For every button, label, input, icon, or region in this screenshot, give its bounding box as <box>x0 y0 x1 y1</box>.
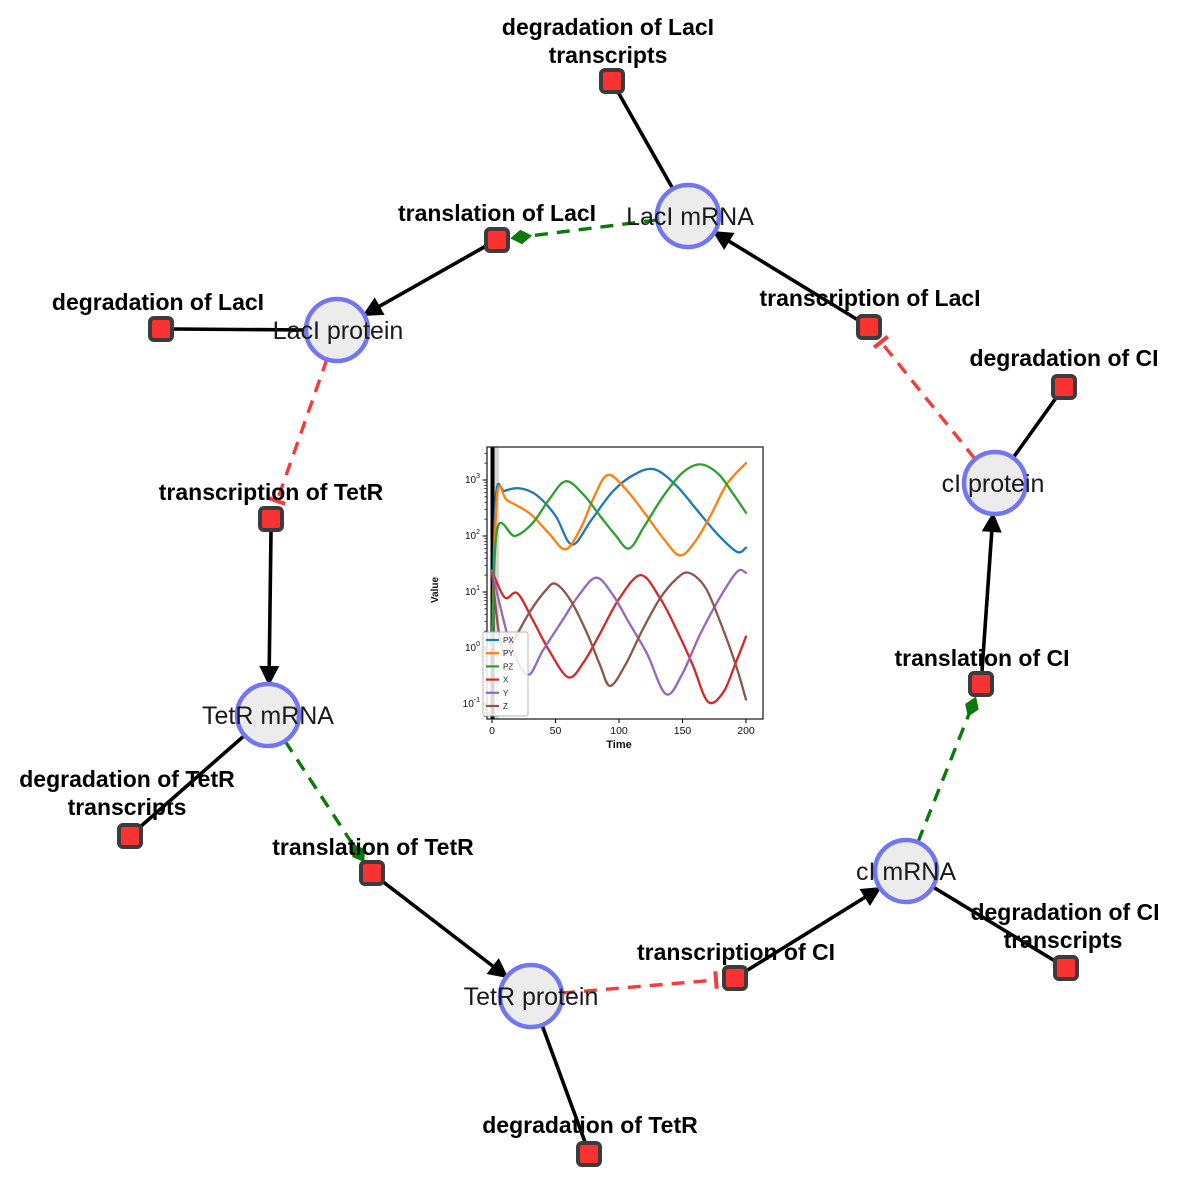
reaction-nodes <box>117 68 1079 1167</box>
y-tick-label: 101 <box>465 585 480 598</box>
species-node-laci-mrna[interactable] <box>654 182 722 250</box>
reaction-label: degradation of LacI <box>52 289 264 315</box>
reaction-label: translation of LacI <box>398 200 596 226</box>
reaction-label: degradation of CI <box>970 899 1159 925</box>
species-label: TetR mRNA <box>202 702 334 730</box>
legend-label-X: X <box>503 676 509 685</box>
x-tick-label: 100 <box>610 725 628 737</box>
edge-tetr-mrna-to-translation-tetr <box>283 740 365 863</box>
y-tick-label: 100 <box>465 641 480 654</box>
plot-series-PZ <box>490 463 748 650</box>
x-tick-label: 150 <box>674 725 692 737</box>
edge-translation-tetr-to-tetr-protein <box>380 879 509 979</box>
species-node-ci-mrna[interactable] <box>872 837 940 905</box>
x-tick-label: 0 <box>489 725 495 737</box>
species-node-tetr-mrna[interactable] <box>234 681 302 749</box>
species-label: LacI protein <box>273 317 404 345</box>
reaction-node-translation-of-tetr[interactable] <box>359 860 385 886</box>
reaction-labels: degradation of LacI transcripts translat… <box>19 14 1159 1138</box>
reaction-node-transcription-of-ci[interactable] <box>722 965 748 991</box>
edge-tetr-protein-inhibits-transcription-ci <box>561 971 719 995</box>
inhibition-edges <box>268 334 977 995</box>
reaction-label: transcripts <box>1004 927 1123 953</box>
edge-transcription-tetr-to-tetr-mrna <box>259 531 280 686</box>
edge-translation-ci-to-ci-protein <box>980 512 1002 672</box>
species-node-tetr-protein[interactable] <box>497 962 565 1030</box>
edge-tetr-protein-degradation <box>540 1024 587 1143</box>
x-tick-label: 50 <box>550 725 562 737</box>
reaction-node-transcription-of-tetr[interactable] <box>258 506 284 532</box>
reaction-label: degradation of TetR <box>482 1112 698 1138</box>
y-tick-label: 103 <box>465 473 480 486</box>
reaction-node-translation-of-ci[interactable] <box>968 671 994 697</box>
reaction-node-degradation-of-laci-transcripts[interactable] <box>599 68 625 94</box>
reaction-label: transcription of CI <box>637 939 835 965</box>
simulation-plot: 10-1 100 101 102 103 0 50 100 150 200 PX PY PZ XYZ Tim… <box>430 446 764 751</box>
species-label: TetR protein <box>464 983 599 1011</box>
edge-laci-mrna-degradation <box>616 91 675 190</box>
x-axis-title: Time <box>606 739 631 751</box>
legend-label-PX: PX <box>503 636 514 645</box>
legend-label-PZ: PZ <box>503 662 513 671</box>
reaction-node-transcription-of-laci[interactable] <box>856 314 882 340</box>
reaction-label: degradation of TetR <box>19 766 235 792</box>
reaction-node-degradation-of-ci[interactable] <box>1051 374 1077 400</box>
reaction-label: transcripts <box>68 794 187 820</box>
legend-label-Z: Z <box>503 702 508 711</box>
plot-frame <box>486 446 764 720</box>
edge-ci-mrna-to-translation-ci <box>916 696 979 843</box>
species-label: cI mRNA <box>856 858 956 886</box>
edge-ci-protein-degradation <box>1011 396 1058 460</box>
plot-series-PX <box>490 467 748 650</box>
edge-transcription-ci-to-ci-mrna <box>745 886 882 973</box>
edge-laci-mrna-to-translation-laci <box>510 218 658 245</box>
y-axis-title: Value <box>430 577 441 604</box>
reaction-node-degradation-of-tetr[interactable] <box>576 1141 602 1167</box>
plot-series-X <box>490 569 748 705</box>
species-label: LacI mRNA <box>626 203 754 231</box>
legend-label-PY: PY <box>503 649 514 658</box>
reaction-label: translation of TetR <box>272 834 474 860</box>
y-tick-label: 102 <box>465 529 480 542</box>
arrow-edges <box>259 230 1002 979</box>
reaction-label: degradation of CI <box>969 345 1158 371</box>
species-node-ci-protein[interactable] <box>961 449 1029 517</box>
edge-transcription-laci-to-laci-mrna <box>712 230 859 322</box>
reaction-label: transcripts <box>549 42 668 68</box>
reaction-node-degradation-of-laci[interactable] <box>148 316 174 342</box>
reaction-label: degradation of LacI <box>502 14 714 40</box>
reaction-node-degradation-of-tetr-transcripts[interactable] <box>117 823 143 849</box>
y-tick-label: 10-1 <box>463 697 480 710</box>
reaction-node-degradation-of-ci-transcripts[interactable] <box>1053 955 1079 981</box>
legend-label-Y: Y <box>503 689 509 698</box>
modifier-edges <box>283 218 979 863</box>
plot-series-PY <box>490 461 748 650</box>
edge-translation-laci-to-laci-protein <box>362 244 487 317</box>
plain-edges <box>138 91 1058 1143</box>
edge-ci-mrna-degradation <box>932 885 1056 963</box>
x-tick-label: 200 <box>737 725 755 737</box>
edge-tetr-mrna-degradation <box>138 733 247 829</box>
species-labels: LacI mRNA LacI protein TetR mRNA TetR pr… <box>202 203 1044 1011</box>
reaction-label: translation of CI <box>894 645 1069 671</box>
species-node-laci-protein[interactable] <box>303 296 371 364</box>
edge-laci-protein-degradation <box>173 327 307 332</box>
edge-ci-protein-inhibits-transcription-laci <box>872 334 977 461</box>
edge-laci-protein-inhibits-transcription-tetr <box>268 358 329 506</box>
reaction-label: transcription of LacI <box>759 285 980 311</box>
species-nodes <box>234 182 1029 1030</box>
reaction-node-translation-of-laci[interactable] <box>484 227 510 253</box>
reaction-label: transcription of TetR <box>159 479 384 505</box>
species-label: cI protein <box>942 470 1045 498</box>
